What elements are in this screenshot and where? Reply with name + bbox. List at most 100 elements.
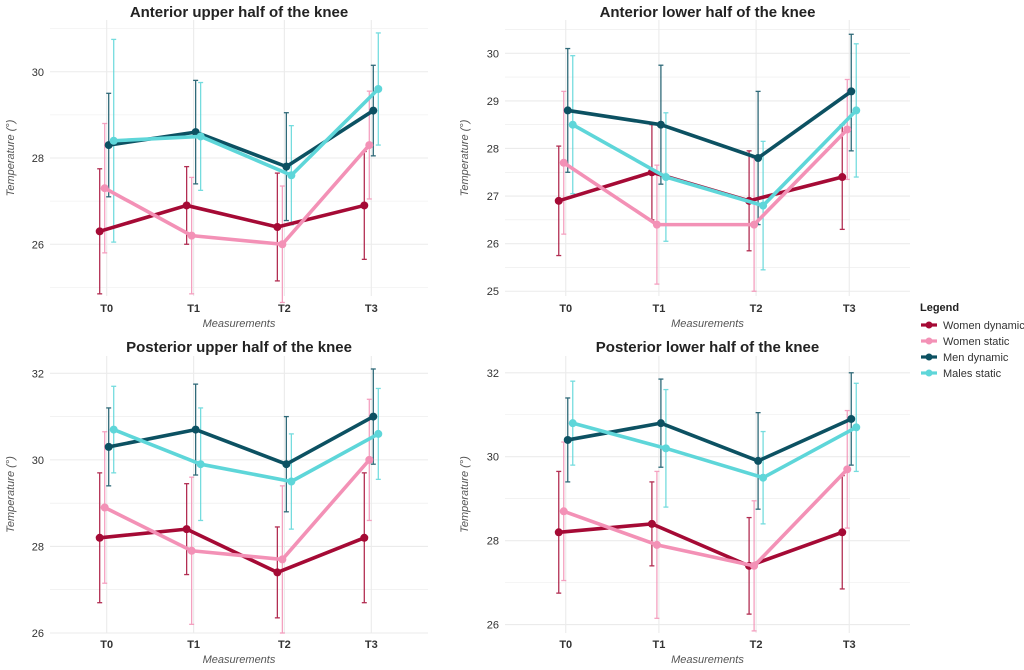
data-point-males-static [287,171,296,180]
data-point-women-static [750,220,759,229]
series-line-males-static [113,87,380,178]
data-point-women-static [100,184,109,193]
series-line-males-static [113,427,380,484]
data-point-women-dynamic [838,528,847,537]
data-point-women-dynamic [95,227,104,236]
panel-title: Posterior upper half of the knee [126,339,352,356]
chart-panel-4: Posterior lower half of the knee 26 28 30 32… [459,339,910,666]
data-point-women-dynamic [838,173,847,182]
data-point-women-static [652,540,661,549]
series-line-males-static [571,109,858,208]
y-tick-label: 26 [32,239,44,251]
y-tick-label: 25 [487,286,499,298]
x-tick-label: T1 [652,639,665,651]
data-point-women-static [187,231,196,240]
x-tick-label: T1 [187,303,200,315]
data-point-women-dynamic [273,223,282,231]
legend: Legend Women dynamic Women static Men dynam… [920,302,1024,380]
x-axis-label: Measurements [671,318,744,330]
data-point-women-static [187,546,196,555]
y-axis-label: Temperature (°) [5,456,17,533]
data-point-males-static [661,444,670,453]
x-axis-label: Measurements [203,318,276,330]
data-point-women-static [559,507,568,516]
data-point-men-dynamic [369,412,378,421]
y-axis-label: Temperature (°) [459,119,471,196]
x-tick-label: T3 [365,639,378,651]
data-point-women-dynamic [647,519,656,528]
data-point-males-static [852,423,861,432]
data-point-women-dynamic [95,533,104,542]
series-line-women-static [562,128,849,227]
data-point-men-dynamic [847,87,856,96]
y-tick-label: 28 [32,153,44,165]
legend-item-women-static: Women static [943,336,1010,348]
legend-marker-women-static [925,337,933,345]
data-point-women-dynamic [273,568,282,577]
data-point-men-dynamic [563,435,572,444]
legend-marker-males-static [925,369,933,377]
data-point-women-static [652,220,661,229]
data-point-males-static [196,132,205,141]
legend-marker-men-dynamic [925,353,933,361]
x-axis-label: Measurements [671,654,744,665]
legend-item-men-dynamic: Men dynamic [943,352,1009,364]
data-point-males-static [852,106,861,115]
data-point-women-dynamic [554,528,563,537]
series-line-males-static [572,421,858,480]
x-tick-label: T0 [100,303,113,315]
data-point-males-static [374,85,383,93]
data-point-women-dynamic [360,533,369,542]
data-point-males-static [109,425,118,434]
x-tick-label: T1 [187,639,200,651]
data-point-women-static [365,141,374,150]
chart-panel-3: Posterior upper half of the knee 26 28 30 32… [5,339,428,666]
data-point-men-dynamic [369,106,378,115]
legend-title: Legend [920,302,959,314]
series-line-men-dynamic [567,417,852,463]
data-point-women-dynamic [182,201,191,210]
chart-panel-1: Anterior upper half of the knee 26 28 30 T0 T… [5,4,428,330]
y-tick-label: 26 [487,239,499,251]
legend-item-women-dynamic: Women dynamic [943,320,1024,332]
y-tick-label: 28 [487,143,499,155]
data-point-men-dynamic [104,442,113,451]
y-tick-label: 30 [32,67,44,79]
series-line-women-dynamic [99,203,365,234]
data-point-men-dynamic [563,106,572,115]
data-point-women-dynamic [360,201,369,210]
data-point-males-static [759,201,768,210]
y-axis-label: Temperature (°) [459,456,471,533]
y-tick-label: 30 [487,452,499,464]
series-line-women-static [103,458,371,562]
x-tick-label: T0 [559,639,572,651]
data-point-women-static [278,555,287,564]
x-tick-label: T3 [843,303,856,315]
data-point-men-dynamic [191,425,200,434]
legend-marker-women-dynamic [925,321,933,329]
x-tick-label: T0 [559,303,572,315]
x-tick-label: T2 [750,639,763,651]
data-point-women-dynamic [182,525,191,534]
x-tick-label: T3 [365,303,378,315]
data-point-women-static [100,503,109,512]
data-point-women-dynamic [554,196,563,205]
y-tick-label: 27 [487,191,499,203]
data-point-women-static [843,465,852,474]
data-point-women-static [365,455,374,464]
y-axis-label: Temperature (°) [5,119,17,196]
panel-title: Anterior upper half of the knee [130,4,348,21]
y-tick-label: 28 [487,536,499,548]
data-point-men-dynamic [282,460,291,469]
data-point-males-static [568,419,577,428]
series-line-men-dynamic [567,89,853,160]
data-point-men-dynamic [656,120,665,129]
data-point-men-dynamic [754,154,763,162]
data-point-males-static [196,460,205,469]
y-tick-label: 29 [487,96,499,108]
series-line-women-dynamic [99,527,365,575]
x-tick-label: T0 [100,639,113,651]
y-tick-label: 30 [32,455,44,467]
